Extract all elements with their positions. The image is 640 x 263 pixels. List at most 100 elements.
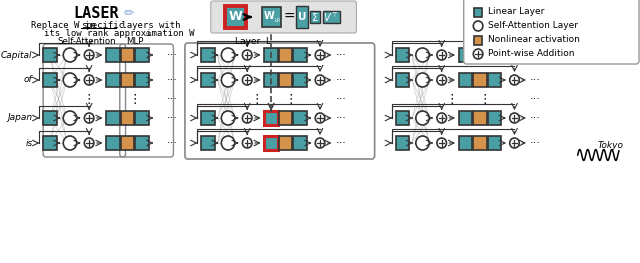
Circle shape [243,75,252,85]
Text: ···: ··· [530,75,541,85]
FancyBboxPatch shape [474,73,486,87]
FancyBboxPatch shape [488,73,501,87]
Circle shape [437,113,447,123]
Circle shape [84,75,94,85]
Text: ···: ··· [167,138,178,148]
Circle shape [243,113,252,123]
FancyBboxPatch shape [488,48,501,62]
Text: ···: ··· [530,94,541,104]
Circle shape [437,75,447,85]
FancyBboxPatch shape [279,111,292,125]
Circle shape [416,73,429,87]
Text: ⋮: ⋮ [445,93,458,105]
Circle shape [63,48,77,62]
FancyBboxPatch shape [121,48,134,62]
Text: ···: ··· [335,75,346,85]
FancyBboxPatch shape [474,36,483,44]
Text: W: W [229,11,243,23]
Text: ···: ··· [335,50,346,60]
FancyBboxPatch shape [201,111,214,125]
FancyBboxPatch shape [464,0,639,64]
Circle shape [84,113,94,123]
Circle shape [416,111,429,125]
FancyBboxPatch shape [201,73,214,87]
FancyBboxPatch shape [396,111,409,125]
Text: ···: ··· [335,113,346,123]
Circle shape [243,50,252,60]
Text: $\Sigma$: $\Sigma$ [312,11,319,23]
Text: W: W [264,11,275,21]
FancyBboxPatch shape [474,48,486,62]
Circle shape [509,75,519,85]
Circle shape [437,138,447,148]
FancyBboxPatch shape [293,73,307,87]
Text: its low rank approximation W: its low rank approximation W [44,29,195,38]
FancyBboxPatch shape [225,6,246,28]
Circle shape [84,138,94,148]
FancyBboxPatch shape [488,111,501,125]
Text: U: U [298,12,306,22]
FancyBboxPatch shape [459,73,472,87]
Text: ✏: ✏ [124,8,134,21]
Circle shape [416,136,429,150]
FancyBboxPatch shape [279,136,292,150]
FancyBboxPatch shape [293,48,307,62]
Circle shape [63,111,77,125]
Text: is: is [26,139,33,148]
FancyBboxPatch shape [121,136,134,150]
Text: ···: ··· [335,138,346,148]
FancyBboxPatch shape [121,73,134,87]
Text: Self-Attention Layer: Self-Attention Layer [488,22,578,31]
Text: ⋮: ⋮ [129,93,141,105]
FancyBboxPatch shape [262,7,281,27]
Circle shape [316,50,325,60]
Text: Nonlinear activation: Nonlinear activation [488,36,580,44]
FancyBboxPatch shape [293,136,307,150]
Circle shape [221,73,235,87]
Circle shape [84,50,94,60]
Circle shape [243,138,252,148]
Text: Self-Attention: Self-Attention [57,38,116,47]
FancyBboxPatch shape [106,73,120,87]
FancyBboxPatch shape [106,136,120,150]
FancyBboxPatch shape [264,73,278,87]
Text: layers with: layers with [116,21,180,29]
FancyBboxPatch shape [279,73,292,87]
Text: ···: ··· [530,138,541,148]
Text: ⋮: ⋮ [479,93,491,105]
Text: Replace W in: Replace W in [31,21,100,29]
FancyBboxPatch shape [43,136,56,150]
FancyBboxPatch shape [459,136,472,150]
Text: ···: ··· [167,50,178,60]
Text: ···: ··· [167,94,178,104]
FancyBboxPatch shape [135,136,148,150]
Text: $V^\top$: $V^\top$ [323,10,340,24]
Circle shape [437,50,447,60]
Text: ···: ··· [335,94,346,104]
Circle shape [316,113,325,123]
Circle shape [474,49,483,59]
FancyBboxPatch shape [474,136,486,150]
Circle shape [221,48,235,62]
Text: ···: ··· [167,75,178,85]
FancyBboxPatch shape [106,111,120,125]
FancyBboxPatch shape [396,73,409,87]
Text: LR: LR [275,18,281,23]
Circle shape [316,138,325,148]
FancyBboxPatch shape [43,111,56,125]
Circle shape [221,136,235,150]
FancyBboxPatch shape [264,136,278,150]
FancyBboxPatch shape [474,8,483,17]
FancyBboxPatch shape [106,48,120,62]
Text: ···: ··· [167,113,178,123]
Text: LR: LR [146,33,152,38]
FancyBboxPatch shape [201,48,214,62]
Text: ···: ··· [530,50,541,60]
FancyBboxPatch shape [211,1,356,33]
Text: Linear Layer: Linear Layer [488,8,544,17]
FancyBboxPatch shape [459,111,472,125]
FancyBboxPatch shape [488,136,501,150]
Circle shape [509,113,519,123]
FancyBboxPatch shape [201,136,214,150]
FancyBboxPatch shape [279,48,292,62]
